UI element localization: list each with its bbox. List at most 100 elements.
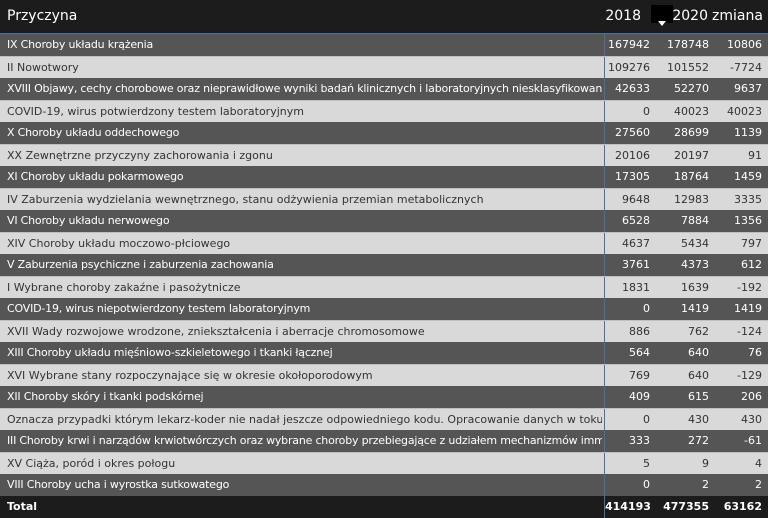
- value-2020-cell: 1639: [681, 281, 709, 294]
- value-2018-cell: 886: [629, 325, 650, 338]
- value-2018-cell: 333: [629, 434, 650, 447]
- value-2020-cell: 430: [688, 413, 709, 426]
- value-2020-cell: 178748: [667, 38, 709, 51]
- cause-cell: XI Choroby układu pokarmowego: [7, 170, 184, 183]
- change-cell: 2: [755, 478, 762, 491]
- change-cell: 76: [748, 346, 762, 359]
- column-header-2020[interactable]: 2020: [672, 8, 708, 24]
- change-cell: 797: [741, 237, 762, 250]
- column-divider: [604, 254, 605, 276]
- column-divider: [604, 365, 605, 387]
- column-header-2018[interactable]: 2018: [605, 8, 641, 24]
- change-cell: 612: [741, 258, 762, 271]
- value-2018-cell: 20106: [615, 149, 650, 162]
- change-cell: -61: [744, 434, 762, 447]
- value-2020-cell: 12983: [674, 193, 709, 206]
- cause-cell: XVII Wady rozwojowe wrodzone, zniekształ…: [7, 325, 425, 338]
- change-cell: 1356: [734, 214, 762, 227]
- table-row[interactable]: XI Choroby układu pokarmowego 17305 18764 1…: [0, 166, 768, 188]
- column-divider: [604, 122, 605, 144]
- table-row[interactable]: XVIII Objawy, cechy chorobowe oraz niepr…: [0, 78, 768, 100]
- column-divider: [604, 409, 605, 431]
- change-cell: -124: [737, 325, 762, 338]
- table-header: Przyczyna 2018 2020 zmiana: [0, 0, 768, 34]
- table-row[interactable]: VIII Choroby ucha i wyrostka sutkowatego…: [0, 474, 768, 496]
- value-2018-cell: 1831: [622, 281, 650, 294]
- table-row[interactable]: IV Zaburzenia wydzielania wewnętrznego, …: [0, 188, 768, 211]
- table-row[interactable]: XIII Choroby układu mięśniowo-szkieletow…: [0, 342, 768, 364]
- table-row[interactable]: XX Zewnętrzne przyczyny zachorowania i z…: [0, 144, 768, 167]
- value-2018-cell: 6528: [622, 214, 650, 227]
- change-cell: -129: [737, 369, 762, 382]
- value-2020-cell: 762: [688, 325, 709, 338]
- value-2020-cell: 1419: [681, 302, 709, 315]
- value-2020-cell: 640: [688, 346, 709, 359]
- column-divider: [604, 189, 605, 211]
- value-2018-cell: 0: [643, 413, 650, 426]
- table-row[interactable]: XIV Choroby układu moczowo-płciowego 4637…: [0, 232, 768, 255]
- value-2020-cell: 20197: [674, 149, 709, 162]
- value-2020-cell: 101552: [667, 61, 709, 74]
- column-divider: [604, 210, 605, 232]
- column-header-cause[interactable]: Przyczyna: [7, 8, 78, 24]
- table-row[interactable]: XVII Wady rozwojowe wrodzone, zniekształ…: [0, 320, 768, 343]
- value-2018-cell: 4637: [622, 237, 650, 250]
- table-row[interactable]: COVID-19, wirus potwierdzony testem labo…: [0, 100, 768, 123]
- value-2018-cell: 5: [643, 457, 650, 470]
- sort-descending-icon[interactable]: [658, 21, 666, 26]
- change-cell: 10806: [727, 38, 762, 51]
- value-2020-cell: 28699: [674, 126, 709, 139]
- cause-cell: XIII Choroby układu mięśniowo-szkieletow…: [7, 346, 333, 359]
- value-2018-cell: 769: [629, 369, 650, 382]
- table-row[interactable]: COVID-19, wirus niepotwierdzony testem l…: [0, 298, 768, 320]
- change-cell: 91: [748, 149, 762, 162]
- column-divider: [604, 386, 605, 408]
- column-divider: [604, 453, 605, 475]
- total-change: 63162: [723, 500, 762, 513]
- column-divider: [604, 342, 605, 364]
- value-2018-cell: 409: [629, 390, 650, 403]
- table-row[interactable]: II Nowotwory 109276 101552 -7724: [0, 56, 768, 79]
- column-divider: [604, 298, 605, 320]
- table-row[interactable]: III Choroby krwi i narządów krwiotwórczy…: [0, 430, 768, 452]
- table-row[interactable]: X Choroby układu oddechowego 27560 28699 11…: [0, 122, 768, 144]
- cause-cell: III Choroby krwi i narządów krwiotwórczy…: [7, 434, 602, 447]
- cause-cell: VIII Choroby ucha i wyrostka sutkowatego: [7, 478, 230, 491]
- column-divider: [604, 57, 605, 79]
- table-row[interactable]: XII Choroby skóry i tkanki podskórnej 409…: [0, 386, 768, 408]
- cause-cell: XVIII Objawy, cechy chorobowe oraz niepr…: [7, 82, 602, 95]
- change-cell: 40023: [727, 105, 762, 118]
- total-row: Total 414193 477355 63162: [0, 496, 768, 518]
- column-divider: [604, 78, 605, 100]
- table-row[interactable]: XVI Wybrane stany rozpoczynające się w o…: [0, 364, 768, 387]
- cause-cell: IX Choroby układu krążenia: [7, 38, 154, 51]
- value-2018-cell: 27560: [615, 126, 650, 139]
- cause-cell: COVID-19, wirus potwierdzony testem labo…: [7, 105, 304, 118]
- redaction-box: [651, 5, 673, 23]
- cause-cell: X Choroby układu oddechowego: [7, 126, 180, 139]
- value-2018-cell: 17305: [615, 170, 650, 183]
- table-row[interactable]: I Wybrane choroby zakaźne i pasożytnicze…: [0, 276, 768, 299]
- cause-cell: Oznacza przypadki którym lekarz-koder ni…: [7, 413, 602, 426]
- column-divider: [604, 430, 605, 452]
- table-row[interactable]: V Zaburzenia psychiczne i zaburzenia zac…: [0, 254, 768, 276]
- value-2018-cell: 3761: [622, 258, 650, 271]
- cause-cell: XV Ciąża, poród i okres połogu: [7, 457, 176, 470]
- table-row[interactable]: VI Choroby układu nerwowego 6528 7884 1356: [0, 210, 768, 232]
- total-label: Total: [7, 500, 38, 513]
- change-cell: 1459: [734, 170, 762, 183]
- table-row[interactable]: Oznacza przypadki którym lekarz-koder ni…: [0, 408, 768, 431]
- total-2020: 477355: [663, 500, 709, 513]
- table-row[interactable]: IX Choroby układu krążenia 167942 178748 10…: [0, 34, 768, 56]
- value-2020-cell: 5434: [681, 237, 709, 250]
- value-2018-cell: 0: [643, 478, 650, 491]
- column-divider: [604, 277, 605, 299]
- table-row[interactable]: XV Ciąża, poród i okres połogu 5 9 4: [0, 452, 768, 475]
- value-2020-cell: 272: [688, 434, 709, 447]
- value-2018-cell: 9648: [622, 193, 650, 206]
- value-2020-cell: 640: [688, 369, 709, 382]
- column-header-change[interactable]: zmiana: [712, 8, 763, 24]
- cause-cell: XIV Choroby układu moczowo-płciowego: [7, 237, 231, 250]
- column-divider: [604, 145, 605, 167]
- cause-cell: XX Zewnętrzne przyczyny zachorowania i z…: [7, 149, 273, 162]
